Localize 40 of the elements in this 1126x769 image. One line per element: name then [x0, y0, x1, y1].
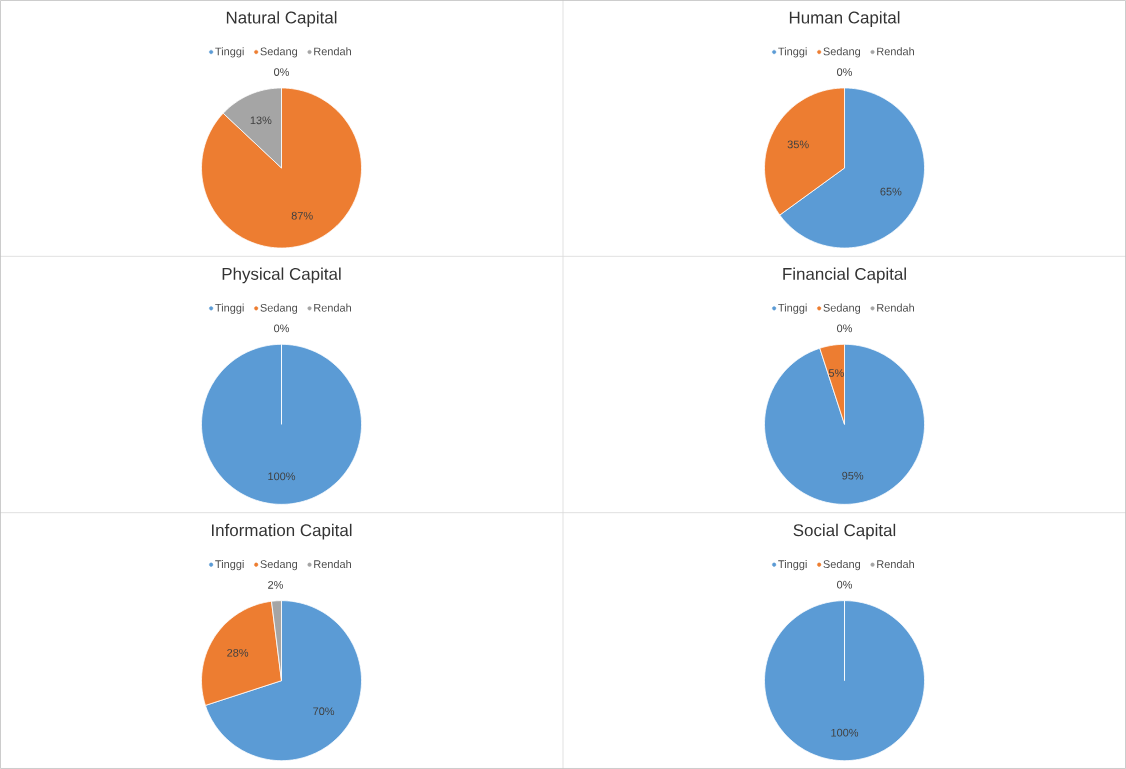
- data-label: 35%: [787, 140, 809, 149]
- legend-label: Tinggi: [778, 303, 807, 314]
- text: 0%: [837, 580, 853, 589]
- data-label: 28%: [227, 648, 249, 657]
- legend-label: Sedang: [260, 559, 298, 571]
- legend-label: Tinggi: [215, 559, 244, 571]
- legend-label: Sedang: [823, 559, 861, 571]
- legend-label: Rendah: [877, 303, 914, 312]
- data-label: 2%: [268, 581, 284, 589]
- legend-label: Tinggi: [215, 47, 244, 58]
- text: 0%: [837, 68, 853, 76]
- data-label: 13%: [250, 116, 272, 125]
- legend-label: Rendah: [314, 559, 351, 568]
- chart-title: Financial Capital: [783, 267, 906, 284]
- legend-label: Sedang: [823, 303, 861, 314]
- data-label: 87%: [291, 211, 313, 220]
- data-label: 5%: [828, 369, 844, 377]
- legend-label: Tinggi: [778, 559, 807, 571]
- text: 0%: [274, 324, 290, 333]
- chart-title: Human Capital: [789, 11, 900, 27]
- chart-title: Social Capital: [793, 523, 896, 540]
- legend-label: Rendah: [314, 303, 351, 312]
- chart-title: Natural Capital: [226, 11, 337, 27]
- legend-label: Sedang: [260, 303, 298, 314]
- data-label: 95%: [842, 471, 864, 480]
- text: 0%: [274, 68, 290, 76]
- legend-label: Rendah: [877, 47, 914, 56]
- legend-label: Tinggi: [778, 47, 807, 58]
- legend-label: Sedang: [823, 47, 861, 58]
- data-label: 100%: [831, 728, 859, 737]
- legend-label: Sedang: [260, 47, 298, 58]
- text: 0%: [837, 324, 853, 333]
- legend-label: Rendah: [314, 47, 351, 56]
- legend-label: Tinggi: [215, 303, 244, 314]
- chart-title: Physical Capital: [222, 267, 341, 284]
- data-label: 100%: [268, 472, 296, 481]
- chart-title: Information Capital: [212, 523, 352, 540]
- data-label: 70%: [313, 707, 335, 716]
- data-label: 65%: [880, 187, 902, 196]
- legend-label: Rendah: [877, 559, 914, 568]
